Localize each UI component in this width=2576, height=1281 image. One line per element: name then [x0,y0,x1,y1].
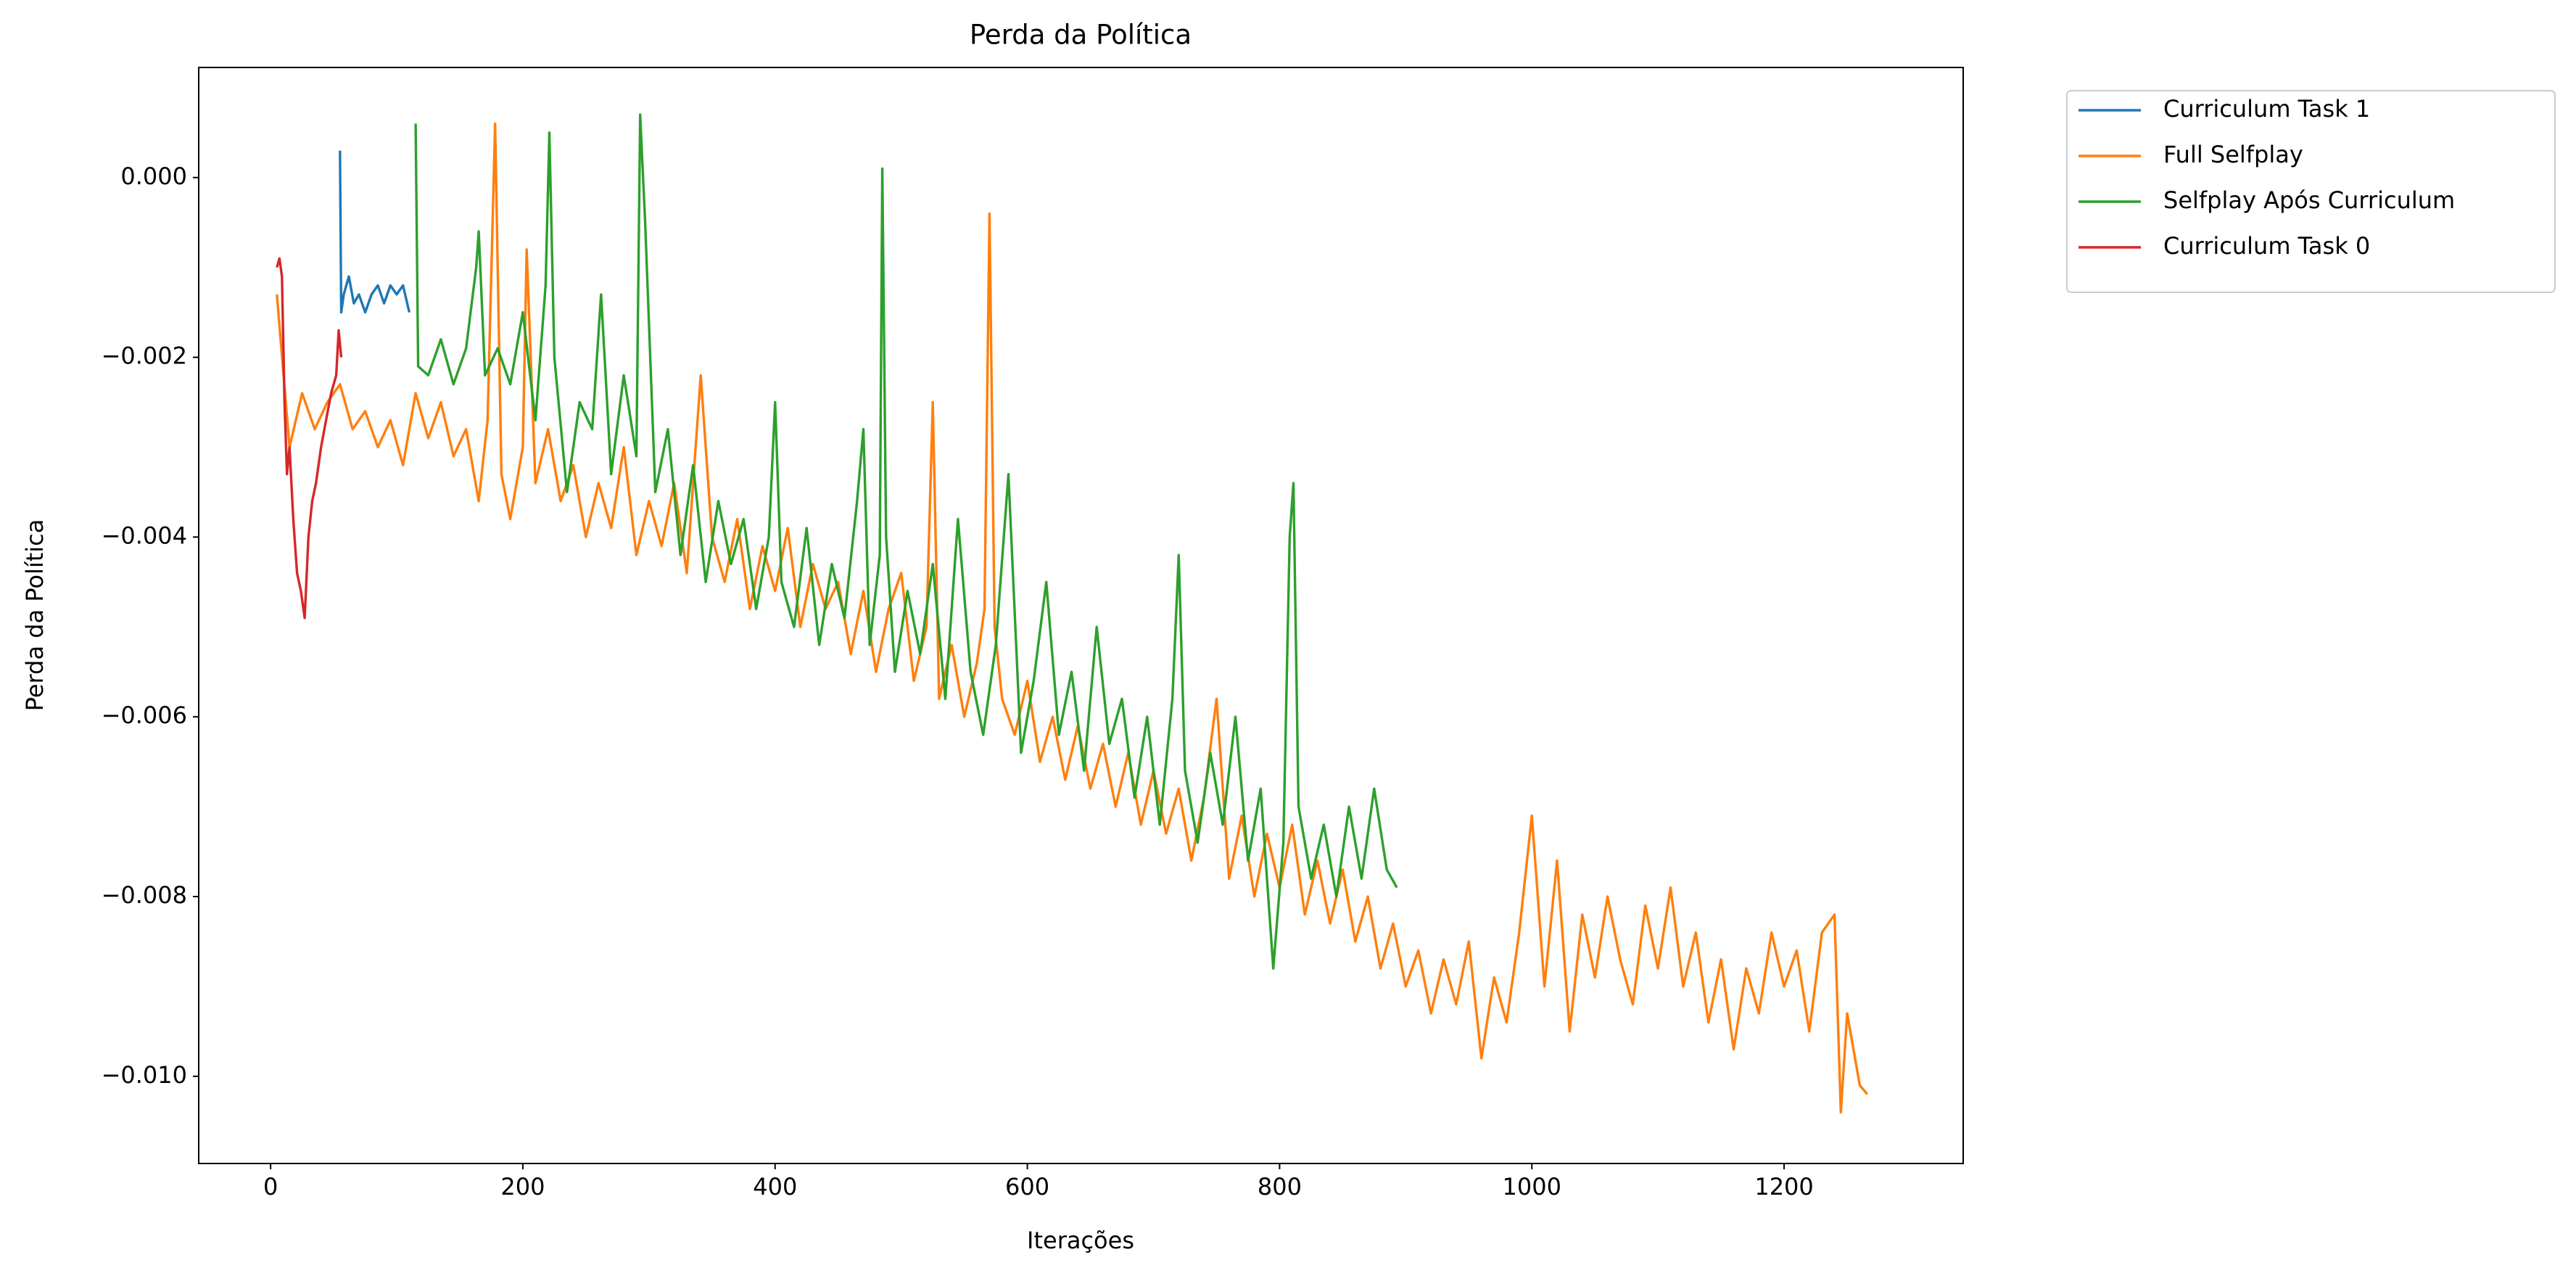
plot-frame [198,67,1964,1164]
x-tick-label: 0 [263,1173,278,1200]
y-tick-label: −0.008 [102,881,187,909]
x-tick-label: 400 [753,1173,797,1200]
y-tick-label: −0.002 [102,342,187,370]
x-tick-label: 800 [1258,1173,1302,1200]
legend-label: Selfplay Após Curriculum [2163,186,2455,214]
series-line [276,257,343,619]
legend-label: Full Selfplay [2163,141,2303,168]
y-tick-label: 0.000 [120,162,187,190]
series-line [276,122,1869,1114]
legend-label: Curriculum Task 0 [2163,232,2370,260]
series-line [339,150,411,314]
legend-label: Curriculum Task 1 [2163,95,2370,123]
x-tick-label: 1000 [1503,1173,1561,1200]
x-tick-label: 600 [1005,1173,1049,1200]
x-axis-label: Iterações [1027,1227,1134,1254]
legend-box [2066,90,2556,293]
y-tick-label: −0.004 [102,522,187,549]
x-tick-label: 200 [500,1173,545,1200]
y-axis-label: Perda da Política [21,519,49,712]
x-tick-label: 1200 [1754,1173,1813,1200]
series-line [414,113,1398,970]
y-tick-label: −0.006 [102,701,187,729]
y-tick-label: −0.010 [102,1061,187,1089]
chart-title: Perda da Política [970,20,1192,51]
